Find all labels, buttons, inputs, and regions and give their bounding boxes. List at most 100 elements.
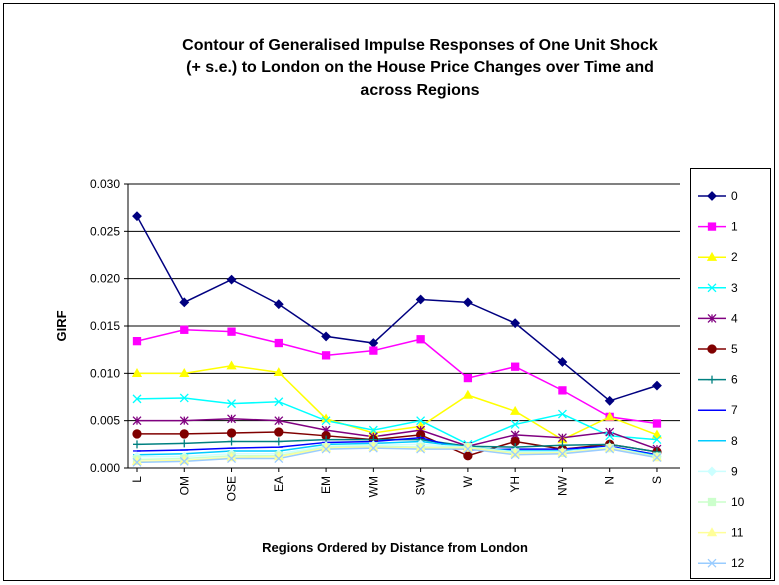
y-tick-label: 0.030 xyxy=(90,177,120,191)
marker xyxy=(510,450,520,460)
marker xyxy=(605,444,615,454)
chart-title: (+ s.e.) to London on the House Price Ch… xyxy=(186,59,654,76)
y-tick-label: 0.015 xyxy=(90,319,120,333)
marker xyxy=(652,435,662,445)
x-tick-label: SW xyxy=(414,475,428,495)
marker xyxy=(273,299,284,310)
marker xyxy=(651,429,663,439)
marker xyxy=(179,416,189,426)
legend-label: 9 xyxy=(731,464,738,478)
marker xyxy=(463,444,473,454)
marker xyxy=(557,433,567,443)
marker xyxy=(652,453,662,463)
series-line xyxy=(137,443,658,458)
legend-box xyxy=(690,168,771,579)
marker xyxy=(708,375,716,384)
marker xyxy=(274,427,284,437)
series-line xyxy=(137,365,658,441)
marker xyxy=(226,360,237,370)
marker xyxy=(179,368,190,377)
marker xyxy=(179,297,190,308)
marker xyxy=(274,338,283,348)
x-tick-label: S xyxy=(650,476,664,484)
marker xyxy=(368,443,378,453)
marker xyxy=(510,318,521,329)
legend-label: 3 xyxy=(731,281,738,295)
marker xyxy=(416,335,425,344)
marker xyxy=(226,428,237,438)
marker xyxy=(652,419,662,428)
marker xyxy=(180,439,189,448)
marker xyxy=(369,346,378,355)
y-axis-title: GIRF xyxy=(54,310,69,341)
x-tick-label: NW xyxy=(555,475,569,496)
series-line xyxy=(136,329,658,425)
marker xyxy=(604,411,615,421)
marker xyxy=(132,457,142,467)
legend-label: 8 xyxy=(731,434,738,448)
legend-label: 5 xyxy=(731,342,738,356)
marker xyxy=(707,497,717,507)
marker xyxy=(511,362,520,371)
legend-label: 7 xyxy=(731,403,738,417)
x-tick-label: EM xyxy=(319,476,333,494)
marker xyxy=(557,449,567,459)
marker xyxy=(321,444,331,454)
series-line xyxy=(136,446,658,463)
x-tick-label: N xyxy=(603,476,617,485)
chart-title: across Regions xyxy=(360,82,479,99)
marker xyxy=(227,437,236,446)
marker xyxy=(510,419,520,429)
marker xyxy=(274,437,283,446)
marker xyxy=(132,416,142,426)
marker xyxy=(274,416,284,426)
series-line xyxy=(136,447,658,464)
marker xyxy=(321,351,331,360)
marker xyxy=(179,393,189,403)
marker xyxy=(707,466,717,477)
marker xyxy=(132,394,142,404)
marker xyxy=(133,440,141,449)
series-line xyxy=(136,397,658,446)
marker xyxy=(179,429,189,439)
marker xyxy=(273,367,284,377)
marker xyxy=(415,294,426,305)
marker xyxy=(180,325,189,334)
series-line xyxy=(137,418,658,450)
marker xyxy=(604,395,615,406)
x-axis-title: Regions Ordered by Distance from London xyxy=(262,540,528,555)
marker xyxy=(706,527,718,537)
marker xyxy=(707,558,717,568)
marker xyxy=(227,414,236,424)
y-tick-label: 0.025 xyxy=(90,224,120,238)
marker xyxy=(463,451,473,461)
marker xyxy=(274,397,284,407)
legend-label: 4 xyxy=(731,311,738,325)
x-tick-label: W xyxy=(461,475,475,487)
y-tick-label: 0.000 xyxy=(90,461,120,475)
series-line xyxy=(136,215,658,402)
x-tick-label: YH xyxy=(508,476,522,493)
chart-title: Contour of Generalised Impulse Responses… xyxy=(182,37,658,54)
legend-label: 1 xyxy=(731,220,738,234)
marker xyxy=(652,380,662,391)
marker xyxy=(416,416,426,426)
y-tick-label: 0.005 xyxy=(90,414,120,428)
marker xyxy=(707,191,717,201)
x-tick-label: EA xyxy=(272,476,286,492)
marker xyxy=(131,368,143,377)
legend-label: 6 xyxy=(731,373,738,387)
marker xyxy=(227,399,236,409)
legend-label: 10 xyxy=(731,495,745,509)
marker xyxy=(321,416,331,426)
y-tick-label: 0.010 xyxy=(90,366,120,380)
marker xyxy=(707,222,717,231)
marker xyxy=(227,327,236,336)
marker xyxy=(132,336,142,346)
chart-border xyxy=(3,3,775,581)
y-tick-label: 0.020 xyxy=(90,272,120,286)
marker xyxy=(463,373,473,383)
marker xyxy=(557,409,567,419)
series-line xyxy=(136,436,658,456)
